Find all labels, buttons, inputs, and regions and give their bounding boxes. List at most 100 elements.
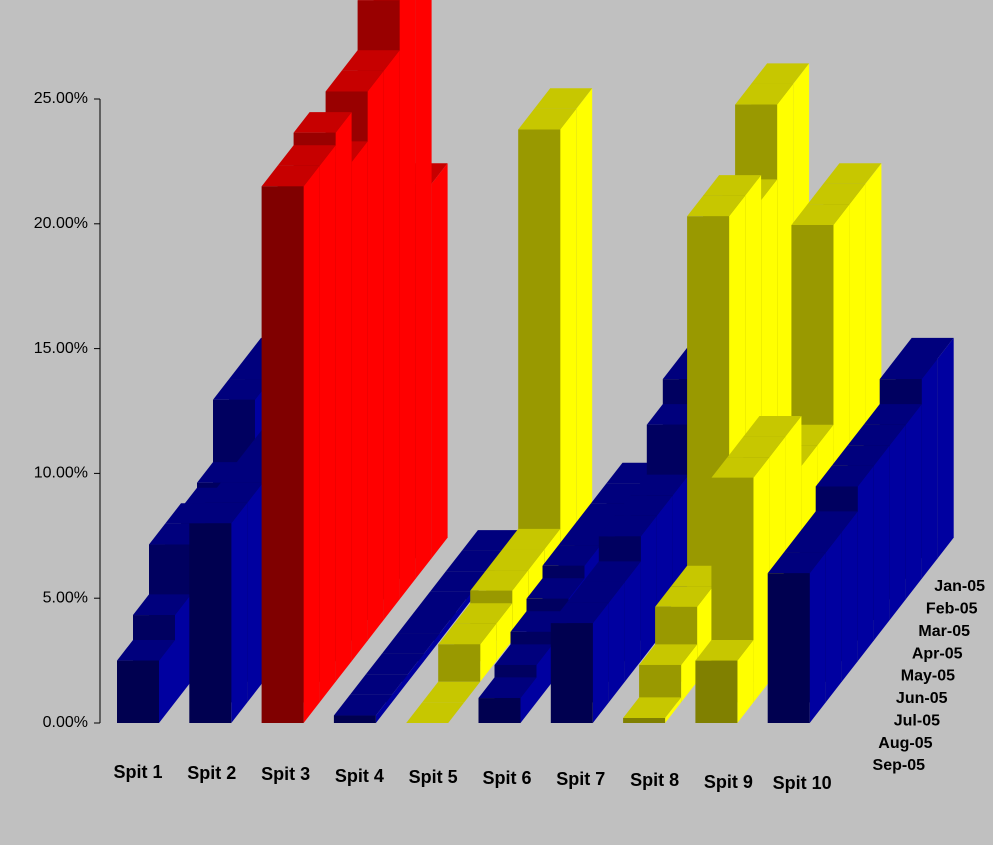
segment-top [486, 549, 545, 571]
segment-top [261, 165, 320, 187]
segment-front [767, 573, 810, 723]
segment-top [502, 528, 561, 550]
y-tick-label: 20.00% [34, 215, 88, 232]
segment-side [905, 404, 922, 600]
segment-top [365, 653, 424, 675]
segment-side [737, 640, 754, 723]
segment-top [550, 602, 609, 624]
segment-front [623, 718, 666, 723]
segment-top [799, 511, 858, 532]
segment-top [438, 623, 497, 645]
segment-side [592, 602, 609, 723]
y-tick-label: 15.00% [34, 340, 88, 357]
segment-top [847, 424, 906, 446]
segment-top [895, 337, 954, 359]
segment-front [518, 129, 561, 579]
x-tick-label: Spit 7 [556, 769, 606, 790]
segment-side [431, 163, 448, 559]
segment-side [247, 482, 264, 703]
segment-top [831, 445, 890, 466]
segment-side [303, 165, 320, 724]
segment-side [175, 594, 191, 703]
ribbon-segment [767, 552, 826, 723]
segment-side [560, 108, 577, 579]
depth-label: May-05 [901, 668, 955, 685]
segment-front [478, 698, 521, 723]
segment-top [205, 482, 264, 503]
segment-side [496, 603, 513, 662]
segment-side [873, 445, 890, 641]
segment-side [335, 112, 352, 682]
segment-side [439, 612, 456, 641]
segment-top [863, 404, 922, 425]
segment-side [536, 644, 553, 703]
segment-top [341, 50, 400, 71]
segment-top [213, 379, 271, 400]
segment-side [889, 424, 906, 620]
segment-side [624, 561, 641, 682]
segment-side [231, 502, 248, 723]
segment-top [349, 674, 408, 695]
segment-top [582, 561, 641, 582]
segment-top [655, 586, 714, 607]
segment-top [807, 183, 866, 205]
ribbon-segment [550, 602, 609, 723]
segment-side [351, 141, 368, 662]
depth-label: Jul-05 [894, 712, 940, 729]
x-tick-label: Spit 10 [772, 772, 832, 793]
segment-side [407, 653, 424, 682]
segment-top [687, 195, 746, 217]
ribbon-segment [438, 623, 497, 682]
segment-top [695, 640, 754, 661]
segment-side [576, 88, 593, 559]
ribbon-segment [518, 108, 577, 579]
segment-side [665, 697, 682, 723]
segment-top [711, 457, 770, 478]
segment-front [261, 186, 304, 724]
segment-side [480, 623, 497, 682]
segment-top [735, 84, 794, 105]
segment-side [375, 694, 392, 723]
segment-top [526, 578, 585, 599]
segment-side [681, 644, 698, 703]
ribbon-segment [333, 694, 392, 723]
segment-top [542, 545, 601, 566]
segment-side [825, 532, 842, 703]
depth-label: Aug-05 [878, 735, 932, 752]
segment-side [520, 677, 537, 723]
segment-side [383, 50, 400, 621]
segment-top [518, 108, 577, 130]
segment-top [381, 633, 440, 654]
segment-top [133, 594, 191, 615]
x-tick-label: Spit 4 [334, 765, 384, 786]
segment-side [423, 633, 440, 662]
depth-label: Sep-05 [873, 757, 926, 774]
segment-top [117, 640, 175, 661]
segment-top [534, 88, 593, 109]
x-tick-label: Spit 9 [703, 771, 753, 792]
segment-front [639, 664, 682, 703]
segment-top [743, 416, 802, 437]
depth-label: Jan-05 [934, 578, 985, 595]
segment-side [391, 674, 408, 703]
segment-top [470, 570, 529, 591]
segment-front [117, 660, 159, 723]
segment-side [608, 582, 625, 703]
segment-side [415, 0, 432, 579]
ribbon-segment [639, 644, 698, 703]
y-tick-label: 5.00% [43, 589, 88, 606]
segment-top [598, 515, 657, 537]
segment-top [333, 694, 392, 716]
ribbon-segment [695, 640, 754, 723]
segment-side [399, 0, 416, 600]
segment-front [438, 644, 481, 682]
segment-side [367, 70, 384, 641]
segment-top [277, 145, 336, 166]
segment-top [751, 63, 810, 84]
segment-front [550, 623, 593, 723]
segment-top [566, 582, 625, 603]
ribbon-segment [189, 502, 248, 723]
segment-top [815, 465, 874, 487]
